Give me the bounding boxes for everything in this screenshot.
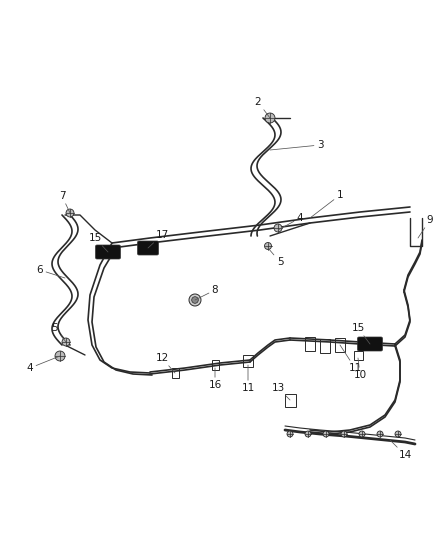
Bar bbox=[335, 338, 345, 352]
Text: 12: 12 bbox=[155, 353, 175, 373]
Circle shape bbox=[323, 431, 329, 437]
Circle shape bbox=[377, 431, 383, 437]
Text: 6: 6 bbox=[37, 265, 65, 278]
FancyBboxPatch shape bbox=[95, 245, 120, 259]
Bar bbox=[172, 368, 179, 378]
Text: 11: 11 bbox=[241, 365, 254, 393]
Text: 11: 11 bbox=[340, 345, 362, 373]
Text: 14: 14 bbox=[390, 440, 412, 460]
Text: 10: 10 bbox=[353, 358, 367, 380]
Bar bbox=[353, 351, 363, 359]
FancyBboxPatch shape bbox=[357, 337, 382, 351]
Text: 9: 9 bbox=[418, 215, 433, 238]
Circle shape bbox=[66, 209, 74, 217]
FancyBboxPatch shape bbox=[138, 241, 159, 255]
Circle shape bbox=[192, 297, 198, 303]
Circle shape bbox=[341, 431, 347, 437]
Circle shape bbox=[395, 431, 401, 437]
Circle shape bbox=[265, 243, 272, 249]
Text: 5: 5 bbox=[268, 248, 283, 267]
Bar bbox=[305, 337, 315, 351]
Circle shape bbox=[265, 113, 275, 123]
Text: 17: 17 bbox=[148, 230, 169, 248]
Circle shape bbox=[55, 351, 65, 361]
Circle shape bbox=[359, 431, 365, 437]
Bar bbox=[243, 355, 253, 367]
Circle shape bbox=[189, 294, 201, 306]
Text: 16: 16 bbox=[208, 368, 222, 390]
Text: 8: 8 bbox=[195, 285, 218, 300]
Text: 5: 5 bbox=[52, 323, 66, 342]
Circle shape bbox=[287, 431, 293, 437]
Text: 15: 15 bbox=[88, 233, 108, 252]
Circle shape bbox=[62, 338, 70, 346]
Text: 4: 4 bbox=[278, 213, 303, 230]
Circle shape bbox=[274, 224, 282, 232]
Text: 13: 13 bbox=[272, 383, 290, 400]
Text: 1: 1 bbox=[310, 190, 343, 218]
Bar bbox=[320, 339, 330, 353]
Circle shape bbox=[305, 431, 311, 437]
Text: 15: 15 bbox=[351, 323, 370, 344]
Bar bbox=[285, 393, 296, 407]
Text: 3: 3 bbox=[270, 140, 323, 150]
Text: 7: 7 bbox=[59, 191, 70, 213]
Text: 2: 2 bbox=[254, 97, 270, 118]
Bar bbox=[212, 360, 219, 370]
Text: 4: 4 bbox=[27, 356, 60, 373]
